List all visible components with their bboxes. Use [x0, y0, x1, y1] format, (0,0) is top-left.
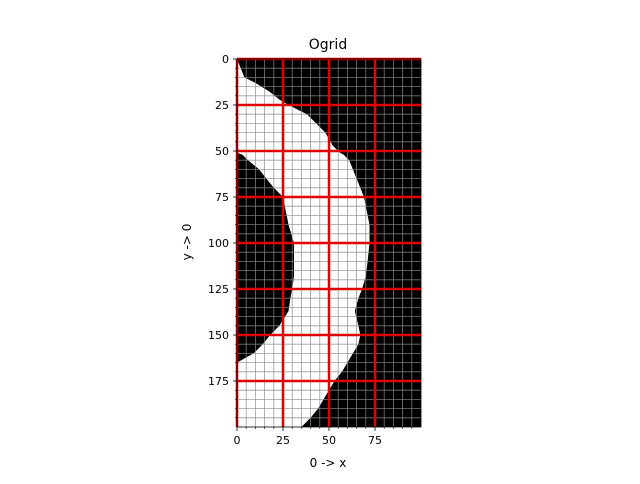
y-axis-label: y -> 0 [180, 224, 194, 261]
y-tick-label: 175 [208, 375, 229, 388]
x-tick-label: 50 [322, 434, 336, 447]
chart-title: Ogrid [309, 37, 347, 53]
x-tick-label: 25 [276, 434, 290, 447]
x-tick-label: 0 [234, 434, 241, 447]
y-tick-label: 100 [208, 237, 229, 250]
y-tick-label: 75 [215, 191, 229, 204]
y-tick-label: 125 [208, 283, 229, 296]
y-tick-label: 25 [215, 99, 229, 112]
y-tick-label: 50 [215, 145, 229, 158]
axes-frame [236, 58, 422, 428]
y-tick-label: 0 [222, 53, 229, 66]
x-axis-label: 0 -> x [310, 456, 347, 470]
grid-lines [235, 57, 421, 427]
y-tick-label: 150 [208, 329, 229, 342]
x-tick-label: 75 [368, 434, 382, 447]
